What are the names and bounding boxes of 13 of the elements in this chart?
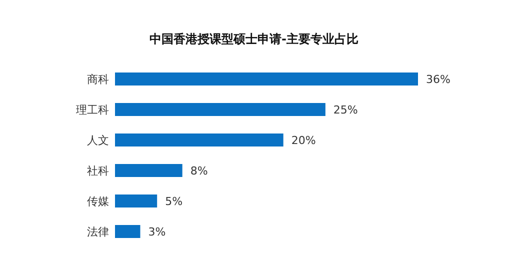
data-label: 36% <box>426 73 450 86</box>
data-label: 5% <box>165 195 183 208</box>
data-label: 3% <box>148 226 166 238</box>
y-tick-label: 社科 <box>87 164 109 178</box>
y-tick-label: 理工科 <box>76 104 109 116</box>
y-tick-label: 法律 <box>87 226 109 238</box>
y-tick-label: 人文 <box>87 134 109 147</box>
y-tick-label: 传媒 <box>87 195 109 208</box>
data-label: 25% <box>333 104 358 116</box>
data-label: 8% <box>190 164 208 178</box>
title: 中国香港授课型硕士申请-主要专业占比 <box>150 32 358 46</box>
data-label: 20% <box>291 134 316 147</box>
y-tick-label: 商科 <box>87 73 109 86</box>
